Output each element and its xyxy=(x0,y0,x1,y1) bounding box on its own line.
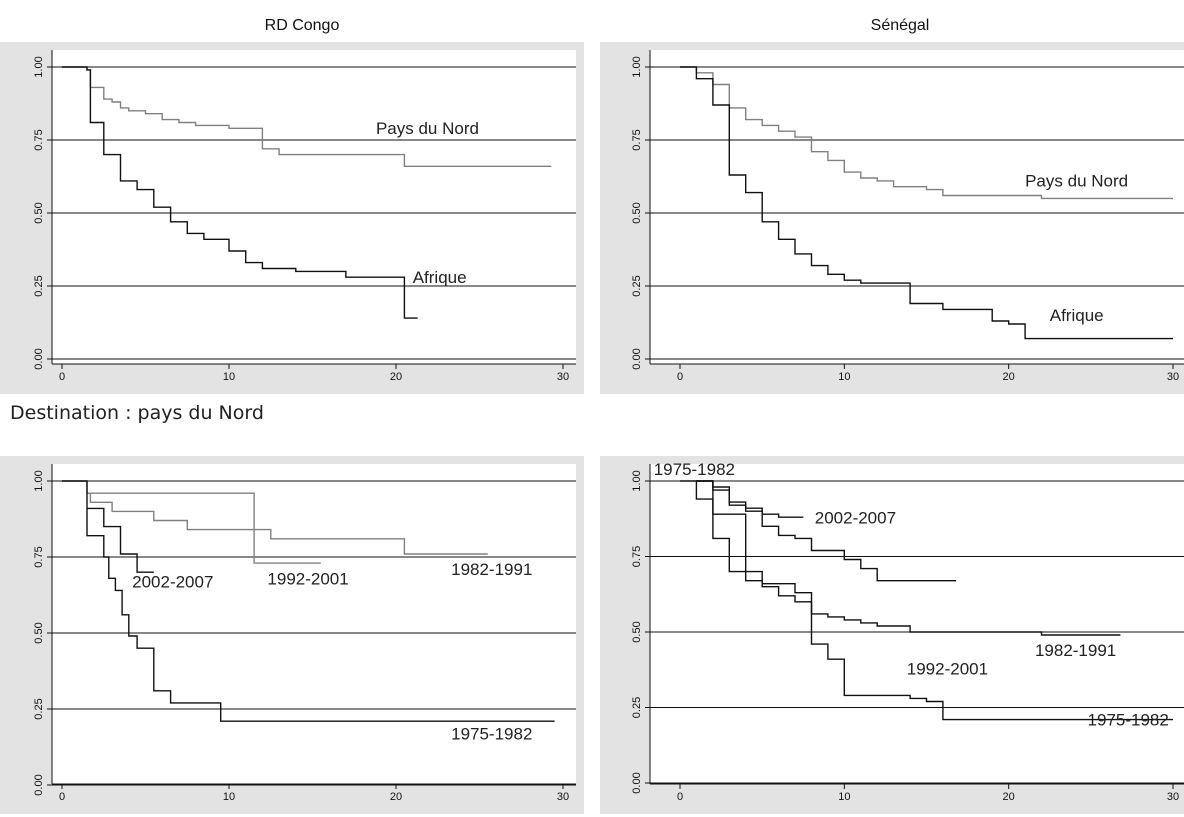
y-tick-label: 0.50 xyxy=(631,202,643,223)
y-tick-label: 1.00 xyxy=(33,56,45,77)
x-tick-label: 0 xyxy=(677,791,683,803)
curve-annotation: Afrique xyxy=(413,268,467,287)
curve-annotation: 1992-2001 xyxy=(907,659,988,678)
y-tick-label: 0.25 xyxy=(631,697,643,718)
survival-curve-1992-2001 xyxy=(696,480,957,582)
chart-senegal-pays-nord: 0.00 0.25 0.50 0.75 1.00 0 10 20 30 Pays du Nord A… xyxy=(600,42,1184,394)
section-title: Destination : pays du Nord xyxy=(10,402,264,424)
x-tick-label: 0 xyxy=(677,371,683,383)
x-tick-label: 10 xyxy=(223,371,235,383)
y-tick-label: 1.00 xyxy=(631,470,643,491)
survival-curve-series-1 xyxy=(680,66,1173,200)
y-tick-label: 0.25 xyxy=(631,275,643,296)
survival-curve-series-2 xyxy=(62,66,418,319)
y-tick-label: 1.00 xyxy=(33,470,45,491)
x-tick-label: 20 xyxy=(1003,371,1015,383)
y-tick-label: 0.25 xyxy=(33,698,45,719)
x-tick-label: 30 xyxy=(557,791,569,803)
survival-curve-series-1 xyxy=(62,66,552,167)
survival-curve-1975-1982 xyxy=(680,480,1173,721)
y-tick-label: 1.00 xyxy=(631,56,643,77)
y-tick-label: 0.00 xyxy=(33,774,45,795)
curve-annotation: 2002-2007 xyxy=(815,508,896,527)
plot-area xyxy=(52,50,576,364)
y-tick-label: 0.00 xyxy=(631,348,643,369)
y-tick-label: 0.75 xyxy=(33,546,45,567)
survival-curve-2002-2007 xyxy=(87,507,154,573)
x-tick-label: 0 xyxy=(59,371,65,383)
x-tick-label: 20 xyxy=(1003,791,1015,803)
chart-title-right: Sénégal xyxy=(870,17,930,34)
x-tick-label: 0 xyxy=(59,791,65,803)
chart-rdcongo-pays-nord: 0.00 0.25 0.50 0.75 1.00 0 10 20 30 Pays du Nord A… xyxy=(0,42,584,394)
y-tick-label: 0.25 xyxy=(33,275,45,296)
survival-curve-series-2 xyxy=(680,66,1173,340)
curve-annotation: 1992-2001 xyxy=(267,569,348,588)
curve-annotation: 1975-1982 xyxy=(654,460,735,479)
curve-annotation: 1975-1982 xyxy=(1088,711,1169,730)
x-tick-label: 30 xyxy=(1167,791,1179,803)
survival-curve-1992-2001 xyxy=(87,492,321,564)
x-tick-label: 10 xyxy=(838,371,850,383)
curve-annotation: Afrique xyxy=(1050,306,1104,325)
y-tick-label: 0.50 xyxy=(33,622,45,643)
x-tick-label: 10 xyxy=(838,791,850,803)
y-tick-label: 0.75 xyxy=(631,546,643,567)
x-tick-label: 20 xyxy=(390,791,402,803)
curve-annotation: 1982-1991 xyxy=(451,560,532,579)
y-tick-label: 0.50 xyxy=(631,621,643,642)
x-tick-label: 10 xyxy=(223,791,235,803)
x-tick-label: 30 xyxy=(557,371,569,383)
curve-annotation: 1975-1982 xyxy=(451,724,532,743)
y-tick-label: 0.50 xyxy=(33,202,45,223)
x-tick-label: 30 xyxy=(1167,371,1179,383)
chart-rdcongo-cohortes: 0.00 0.25 0.50 0.75 1.00 0 10 20 30 2002-2007 1992… xyxy=(0,456,584,814)
plot-area xyxy=(52,464,576,784)
curve-annotation: 1982-1991 xyxy=(1035,641,1116,660)
chart-title-left: RD Congo xyxy=(264,17,340,34)
curve-annotation: Pays du Nord xyxy=(376,119,479,138)
survival-curve-1975-1982 xyxy=(62,480,555,722)
plot-area xyxy=(650,50,1184,364)
plot-area xyxy=(650,464,1184,784)
y-tick-label: 0.00 xyxy=(33,348,45,369)
curve-annotation: Pays du Nord xyxy=(1025,172,1128,191)
x-tick-label: 20 xyxy=(390,371,402,383)
chart-senegal-cohortes: 0.00 0.25 0.50 0.75 1.00 0 10 20 30 1975-1982 2002… xyxy=(600,456,1184,814)
y-tick-label: 0.00 xyxy=(631,772,643,793)
y-tick-label: 0.75 xyxy=(631,129,643,150)
y-tick-label: 0.75 xyxy=(33,129,45,150)
curve-annotation: 2002-2007 xyxy=(132,572,213,591)
